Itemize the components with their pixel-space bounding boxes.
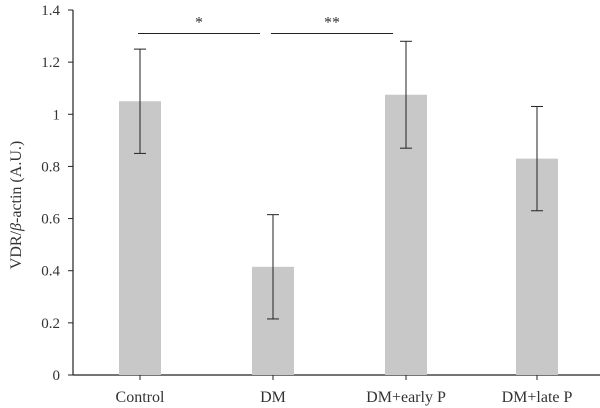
axes: 0 0.2 0.4 0.6 0.8 1 1.2 1.4 Control DM DM+early P D… — [41, 3, 600, 406]
significance-annotations: * ** — [138, 14, 393, 34]
y-tick-label: 0.4 — [41, 264, 60, 280]
significance-label: * — [195, 14, 203, 31]
x-tick-label: Control — [116, 389, 165, 406]
x-tick-label: DM — [260, 389, 286, 406]
y-tick-label: 1.2 — [41, 55, 60, 71]
x-tick-label: DM+early P — [366, 389, 446, 406]
y-tick-label: 0 — [53, 368, 61, 384]
y-tick-label: 0.8 — [41, 159, 60, 175]
y-tick-label: 0.6 — [41, 212, 60, 228]
y-axis-label: VDR/β-actin (A.U.) — [8, 141, 25, 269]
x-tick-label: DM+late P — [502, 389, 573, 406]
bars — [119, 94, 558, 375]
error-bars — [134, 40, 543, 320]
y-tick-label: 0.2 — [41, 316, 60, 332]
y-tick-label: 1.4 — [41, 3, 60, 19]
significance-label: ** — [324, 14, 340, 31]
y-tick-label: 1 — [53, 107, 61, 123]
